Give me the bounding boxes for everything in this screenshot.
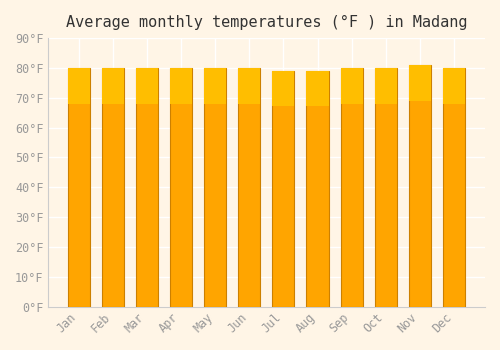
Bar bbox=[238, 68, 260, 104]
Bar bbox=[204, 68, 226, 307]
Bar bbox=[68, 68, 90, 307]
Bar bbox=[68, 68, 90, 104]
Bar bbox=[136, 68, 158, 307]
Bar bbox=[170, 68, 192, 307]
Bar bbox=[102, 68, 124, 104]
Bar bbox=[272, 71, 294, 307]
Bar bbox=[272, 71, 294, 106]
Bar bbox=[409, 65, 431, 307]
Bar bbox=[443, 68, 465, 307]
Bar bbox=[204, 68, 226, 104]
Bar bbox=[374, 68, 397, 307]
Bar bbox=[136, 68, 158, 104]
Bar bbox=[238, 68, 260, 307]
Bar bbox=[340, 68, 362, 104]
Bar bbox=[409, 65, 431, 101]
Bar bbox=[374, 68, 397, 104]
Bar bbox=[340, 68, 362, 307]
Bar bbox=[443, 68, 465, 104]
Bar bbox=[306, 71, 328, 106]
Title: Average monthly temperatures (°F ) in Madang: Average monthly temperatures (°F ) in Ma… bbox=[66, 15, 467, 30]
Bar bbox=[102, 68, 124, 307]
Bar bbox=[306, 71, 328, 307]
Bar bbox=[170, 68, 192, 104]
